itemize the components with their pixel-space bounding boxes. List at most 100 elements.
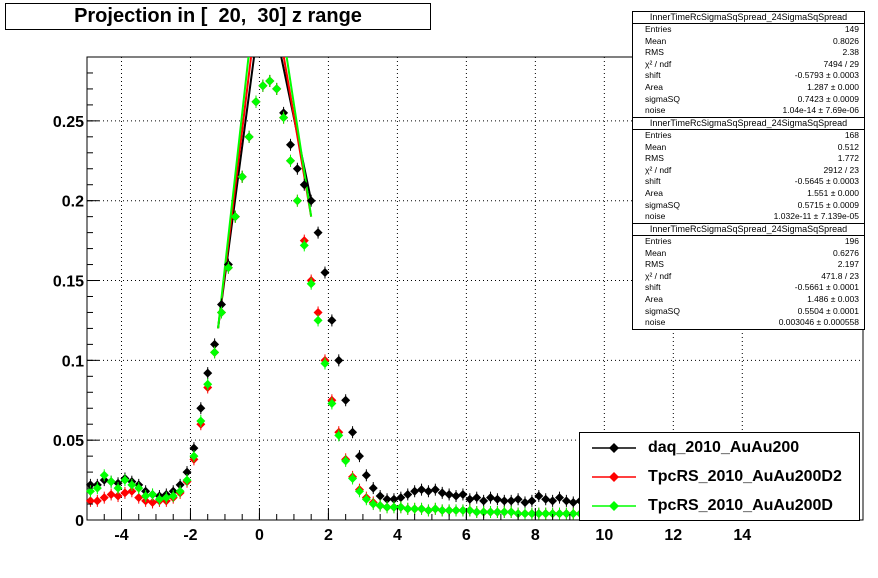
data-point	[258, 81, 268, 91]
stats-row: noise 1.04e-14 ± 7.69e-06	[633, 105, 864, 117]
x-tick-label: 12	[664, 527, 682, 544]
stats-label: sigmaSQ	[645, 93, 680, 104]
data-point	[368, 499, 378, 509]
series-TpcRS_2010_AuAu200D	[85, 74, 606, 520]
stats-row: shift -0.5661 ± 0.0001	[633, 282, 864, 294]
legend-marker-icon	[592, 501, 636, 511]
data-point	[499, 507, 509, 517]
stats-value: 149	[844, 24, 859, 34]
data-point	[175, 486, 185, 496]
legend-entry-daq: daq_2010_AuAu200	[580, 434, 859, 463]
stats-value: -0.5793 ± 0.0003	[794, 70, 859, 81]
data-point	[486, 507, 496, 517]
data-point	[554, 493, 564, 503]
stats-row: Area 1.486 ± 0.003	[633, 294, 864, 306]
data-point	[444, 489, 454, 499]
data-point	[513, 509, 523, 519]
data-point	[479, 496, 489, 506]
data-point	[196, 403, 206, 413]
stats-label: RMS	[645, 153, 664, 164]
x-tick-label: -2	[183, 527, 197, 544]
data-point	[127, 480, 137, 490]
y-tick-label: 0.2	[62, 194, 84, 211]
stats-title: InnerTimeRcSigmaSqSpread_24SigmaSqSpread	[633, 12, 864, 24]
data-point	[85, 486, 95, 496]
data-point	[396, 502, 406, 512]
stats-label: sigmaSQ	[645, 305, 680, 316]
legend-entry-tpcrs-d: TpcRS_2010_AuAu200D	[580, 492, 859, 521]
data-point	[217, 307, 227, 317]
stats-label: Mean	[645, 141, 667, 152]
stats-row: Area 1.551 ± 0.000	[633, 188, 864, 200]
stats-value: 1.287 ± 0.000	[807, 81, 859, 92]
data-point	[299, 240, 309, 250]
data-point	[265, 76, 275, 86]
legend-label: TpcRS_2010_AuAu200D	[648, 497, 833, 514]
stats-box-2: InnerTimeRcSigmaSqSpread_24SigmaSqSpread…	[632, 117, 865, 224]
data-point	[320, 359, 330, 369]
data-point	[458, 489, 468, 499]
data-point	[561, 496, 571, 506]
legend-label: daq_2010_AuAu200	[648, 439, 800, 456]
stats-label: χ² / ndf	[645, 270, 672, 281]
data-point	[217, 299, 227, 309]
data-point	[120, 475, 130, 485]
data-point	[113, 483, 123, 493]
stats-row: χ² / ndf 7494 / 29	[633, 59, 864, 71]
stats-value: 1.486 ± 0.003	[807, 293, 859, 304]
data-point	[182, 475, 192, 485]
data-point	[106, 477, 116, 487]
stats-value: 1.04e-14 ± 7.69e-06	[782, 105, 860, 116]
data-point	[430, 485, 440, 495]
data-point	[306, 196, 316, 206]
data-point	[334, 355, 344, 365]
axes: -4 -2 0 2 4 6 8 10 12 14 0 0.05 0.1 0.15 0.2 0.25	[53, 72, 864, 544]
data-point	[548, 509, 558, 519]
data-point	[99, 493, 109, 503]
stats-row: χ² / ndf 471.8 / 23	[633, 271, 864, 283]
stats-label: noise	[645, 211, 666, 222]
stats-value: 0.5715 ± 0.0009	[797, 199, 859, 210]
stats-label: noise	[645, 317, 666, 328]
data-point	[506, 507, 516, 517]
stats-label: χ² / ndf	[645, 58, 672, 69]
data-point	[423, 505, 433, 515]
data-point	[230, 212, 240, 222]
stats-row: Area 1.287 ± 0.000	[633, 82, 864, 94]
stats-value: 0.512	[837, 141, 859, 152]
x-tick-label: 6	[462, 527, 471, 544]
data-point	[85, 496, 95, 506]
data-point	[472, 493, 482, 503]
data-point	[403, 489, 413, 499]
stats-label: Mean	[645, 247, 667, 258]
data-point	[465, 494, 475, 504]
data-point	[161, 493, 171, 503]
data-point	[313, 307, 323, 317]
fit-curve	[217, 57, 313, 329]
legend-label: TpcRS_2010_AuAu200D2	[648, 468, 842, 485]
data-point	[423, 486, 433, 496]
data-point	[292, 164, 302, 174]
data-point	[361, 470, 371, 480]
data-point	[92, 496, 102, 506]
series-daq_2010_AuAu200	[85, 74, 606, 512]
y-tick-label: 0.05	[53, 433, 84, 450]
data-point	[437, 488, 447, 498]
stats-row: shift -0.5645 ± 0.0003	[633, 176, 864, 188]
stats-box-3: InnerTimeRcSigmaSqSpread_24SigmaSqSpread…	[632, 223, 865, 330]
data-point	[327, 315, 337, 325]
stats-label: RMS	[645, 47, 664, 58]
stats-row: Mean 0.6276	[633, 248, 864, 260]
data-point	[568, 497, 578, 507]
stats-row: RMS 2.197	[633, 259, 864, 271]
data-point	[313, 315, 323, 325]
stats-row: RMS 2.38	[633, 47, 864, 59]
data-point	[154, 494, 164, 504]
data-point	[499, 496, 509, 506]
data-point	[554, 509, 564, 519]
stats-value: 0.7423 ± 0.0009	[797, 93, 859, 104]
data-point	[320, 268, 330, 278]
data-point	[375, 491, 385, 501]
stats-label: χ² / ndf	[645, 164, 672, 175]
data-point	[561, 509, 571, 519]
